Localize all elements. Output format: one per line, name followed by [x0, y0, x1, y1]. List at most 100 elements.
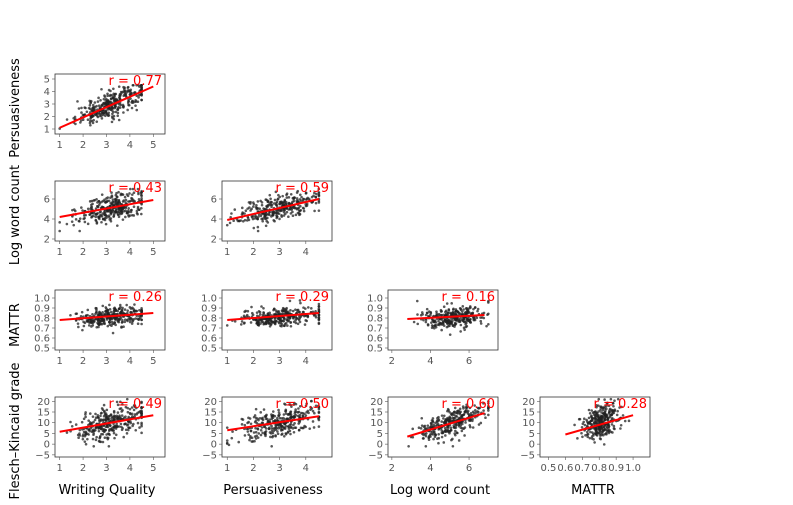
data-point: [114, 318, 117, 321]
data-point: [453, 410, 456, 414]
data-point: [297, 209, 301, 212]
x-tick-label: 3: [103, 356, 109, 367]
data-point: [616, 409, 619, 413]
data-point: [109, 424, 112, 427]
data-point: [130, 406, 134, 409]
data-point: [284, 203, 287, 206]
data-point: [79, 315, 83, 318]
data-point: [287, 425, 291, 429]
data-point: [432, 437, 435, 441]
data-point: [126, 194, 130, 198]
data-point: [133, 415, 136, 418]
regression-line: [59, 312, 154, 321]
data-point: [266, 199, 270, 203]
data-point: [129, 187, 132, 191]
data-point: [598, 437, 602, 440]
data-point: [294, 213, 298, 217]
data-point: [244, 309, 247, 313]
data-point: [291, 427, 295, 430]
x-tick-label: 2: [80, 463, 86, 474]
data-point: [596, 431, 599, 435]
data-point: [90, 205, 94, 209]
data-point: [307, 411, 310, 415]
data-point: [130, 197, 134, 201]
data-point: [240, 320, 244, 323]
data-point: [284, 412, 288, 415]
y-tick-label: 5: [44, 75, 50, 86]
data-point: [272, 219, 276, 222]
data-point: [101, 212, 104, 215]
data-point: [465, 406, 469, 409]
data-point: [264, 427, 268, 430]
data-point: [482, 402, 485, 405]
data-point: [461, 310, 464, 313]
data-point: [81, 209, 84, 212]
data-point: [454, 424, 458, 427]
data-point: [451, 416, 455, 420]
data-point: [243, 423, 247, 427]
data-point: [92, 420, 95, 424]
data-point: [592, 438, 595, 441]
data-point: [444, 317, 447, 321]
data-point: [480, 316, 484, 319]
data-point: [440, 414, 444, 417]
x-tick-label: 3: [103, 247, 109, 258]
data-point: [94, 112, 97, 116]
data-point: [268, 427, 271, 431]
data-point: [231, 430, 234, 433]
data-point: [447, 320, 450, 324]
data-point: [304, 319, 308, 322]
data-point: [441, 321, 445, 325]
data-point: [254, 416, 258, 420]
data-point: [84, 213, 87, 217]
y-tick-label: 0.6: [34, 334, 50, 345]
data-point: [294, 308, 297, 311]
data-point: [257, 318, 261, 321]
data-point: [93, 418, 97, 422]
data-point: [462, 413, 466, 416]
data-point: [96, 413, 100, 417]
data-point: [427, 434, 431, 438]
data-point: [81, 433, 85, 436]
data-point: [259, 411, 263, 414]
data-point: [112, 98, 116, 102]
data-point: [127, 426, 130, 429]
data-point: [137, 96, 140, 99]
data-point: [273, 322, 277, 326]
data-point: [606, 418, 610, 422]
data-point: [284, 432, 288, 436]
data-point: [128, 320, 132, 324]
data-point: [65, 222, 69, 226]
data-point: [107, 215, 111, 219]
data-point: [270, 424, 273, 428]
data-point: [292, 197, 296, 201]
data-point: [450, 438, 453, 442]
data-point: [225, 324, 229, 327]
data-point: [120, 325, 123, 329]
data-point: [304, 204, 308, 208]
data-point: [230, 212, 233, 215]
data-point: [102, 112, 106, 115]
data-point: [135, 83, 138, 87]
data-point: [270, 444, 273, 448]
data-point: [140, 406, 143, 409]
data-point: [613, 409, 617, 413]
data-point: [299, 411, 303, 415]
data-point: [291, 200, 294, 204]
data-point: [132, 422, 135, 426]
data-point: [115, 191, 118, 195]
panel-frame: [539, 396, 651, 458]
data-point: [472, 307, 475, 311]
x-tick-label: 3: [276, 463, 282, 474]
data-point: [254, 407, 258, 411]
y-tick-label: 2: [44, 235, 50, 246]
data-point: [126, 423, 130, 426]
data-point: [270, 413, 273, 416]
data-point: [110, 194, 114, 197]
data-point: [434, 421, 437, 425]
data-point: [610, 408, 613, 412]
data-point: [253, 439, 256, 443]
data-point: [111, 198, 115, 201]
regression-line: [59, 414, 154, 433]
data-point: [136, 322, 140, 326]
